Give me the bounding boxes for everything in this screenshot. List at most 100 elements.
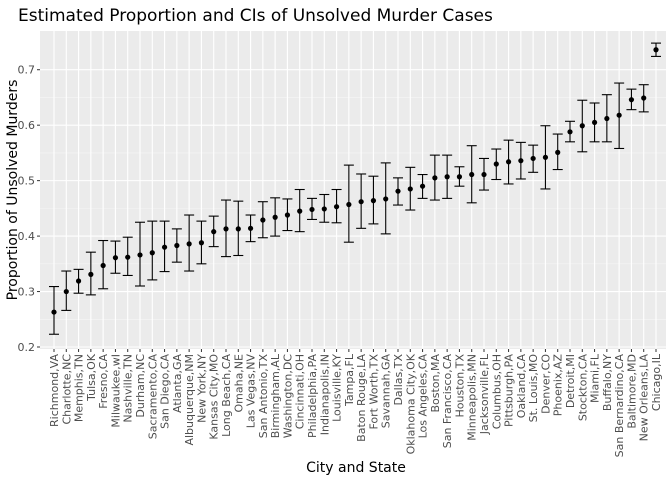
data-point — [653, 47, 659, 53]
y-axis: 0.2 0.3 0.4 0.5 0.6 0.7 — [18, 64, 40, 354]
data-point — [567, 129, 573, 135]
x-tick-label: Milwaukee,wI — [109, 354, 122, 428]
data-point — [628, 97, 635, 103]
y-tick-label: 0.7 — [18, 64, 36, 77]
data-point — [591, 119, 598, 126]
data-point — [272, 214, 278, 220]
x-tick-label: Richmond,VA — [48, 354, 61, 427]
y-tick-label: 0.5 — [18, 175, 36, 188]
x-tick-label: Buffalo,NY — [601, 354, 614, 411]
data-point — [395, 188, 401, 194]
x-tick-label: Kansas City,MO — [208, 354, 221, 440]
x-tick-label: San Antonio,TX — [257, 354, 270, 439]
major-gridlines — [40, 31, 666, 349]
data-point — [88, 271, 94, 277]
data-point — [579, 123, 585, 129]
x-axis: Richmond,VA Charlotte,NC Memphis,TN Tulsa,O… — [48, 349, 663, 457]
data-point — [186, 241, 192, 247]
data-point — [481, 171, 487, 178]
x-tick-label: Chicago,IL — [650, 353, 663, 411]
x-tick-label: Baltimore,MD — [625, 354, 638, 429]
x-tick-label: Nashville,TN — [122, 354, 135, 423]
x-tick-label: Fresno,CA — [97, 354, 110, 409]
x-tick-label: Dallas,TX — [392, 354, 405, 406]
data-point — [444, 174, 450, 180]
x-tick-label: Oakland,CA — [515, 354, 528, 419]
x-tick-label: Detroit,MI — [564, 354, 577, 408]
data-point — [223, 226, 229, 232]
y-tick-label: 0.4 — [18, 230, 36, 243]
x-tick-label: Houston,TX — [453, 354, 466, 418]
data-point — [198, 240, 205, 246]
data-point — [493, 161, 499, 167]
x-tick-label: Pittsburgh,PA — [503, 354, 516, 427]
x-tick-label: Baton Rouge,LA — [355, 354, 368, 442]
x-tick-label: Minneapolis,MN — [466, 354, 479, 441]
data-point — [100, 262, 106, 269]
x-tick-label: San Bernardino,CA — [613, 354, 626, 458]
data-point — [247, 225, 254, 231]
data-point — [260, 217, 266, 223]
x-tick-label: Washington,DC — [281, 354, 294, 439]
x-tick-label: San Diego,CA — [159, 354, 172, 429]
x-tick-label: Durham,NC — [134, 354, 147, 418]
y-tick-label: 0.6 — [18, 119, 36, 132]
data-point — [542, 154, 549, 160]
x-tick-label: Miami,FL — [589, 353, 602, 403]
x-tick-label: Tampa,FL — [343, 353, 356, 407]
x-tick-label: Oklahoma City,OK — [404, 353, 417, 454]
data-point — [407, 186, 413, 192]
data-point — [641, 95, 647, 101]
x-tick-label: Atlanta,GA — [171, 354, 184, 413]
x-tick-label: St. Louis,MO — [527, 354, 540, 423]
x-tick-label: Sacramento,CA — [146, 354, 159, 440]
x-axis-title: City and State — [306, 460, 406, 476]
data-point — [284, 212, 291, 218]
x-tick-label: Philadelphia,PA — [306, 354, 319, 438]
data-point — [75, 278, 82, 284]
data-point — [309, 206, 315, 213]
data-point — [63, 288, 69, 295]
data-point — [333, 204, 340, 210]
data-point — [125, 254, 131, 260]
x-tick-label: Memphis,TN — [73, 354, 86, 422]
x-tick-label: Fort Worth,TX — [367, 354, 380, 430]
x-tick-label: Boston,MA — [429, 354, 442, 413]
data-point — [51, 309, 57, 315]
data-point — [358, 199, 364, 205]
data-point — [469, 171, 475, 178]
data-point — [383, 196, 389, 202]
y-axis-title: Proportion of Unsolved Murders — [5, 80, 21, 301]
y-tick-label: 0.2 — [18, 341, 36, 354]
x-tick-label: Omaha,NE — [232, 354, 245, 413]
x-tick-label: New Orleans,LA — [638, 354, 651, 442]
x-tick-label: San Francisco,CA — [441, 354, 454, 449]
x-tick-label: Los Angeles,CA — [417, 354, 430, 439]
data-point — [518, 158, 524, 164]
x-tick-label: Stockton,CA — [576, 354, 589, 422]
data-point — [505, 159, 512, 165]
y-tick-label: 0.3 — [18, 286, 36, 299]
data-point — [149, 250, 155, 256]
plot-panel — [40, 31, 666, 349]
data-point — [235, 226, 241, 232]
x-tick-label: Birmingham,AL — [269, 353, 282, 438]
data-point — [297, 208, 303, 214]
data-point — [616, 112, 622, 118]
data-point — [346, 201, 352, 208]
x-tick-label: Jacksonville,FL — [478, 353, 491, 435]
data-point — [321, 206, 327, 212]
x-tick-label: Phoenix,AZ — [552, 354, 565, 417]
data-point — [211, 229, 217, 235]
chart-title: Estimated Proportion and CIs of Unsolved… — [18, 6, 493, 26]
data-point — [174, 242, 180, 249]
x-tick-label: Indianapolis,IN — [318, 354, 331, 435]
x-tick-label: Las Vegas,NV — [245, 354, 258, 429]
data-point — [161, 244, 168, 250]
x-tick-label: Savannah,GA — [380, 354, 393, 429]
x-tick-label: Tulsa,OK — [85, 353, 98, 402]
data-point — [604, 115, 610, 122]
data-point — [137, 252, 143, 258]
data-point — [432, 175, 438, 181]
